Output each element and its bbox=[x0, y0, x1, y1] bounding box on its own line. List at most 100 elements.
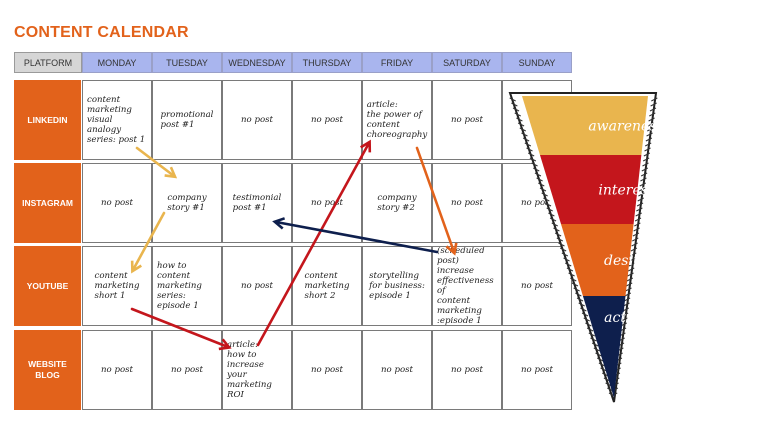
arrow-blog-to-linkedin bbox=[256, 139, 372, 347]
funnel-hatch-left bbox=[533, 167, 540, 172]
calendar-cell[interactable]: content marketing visual analogy series:… bbox=[82, 80, 152, 160]
funnel-hatch-left bbox=[566, 267, 574, 272]
cell-text: no post bbox=[521, 198, 553, 208]
funnel-hatch-right bbox=[623, 302, 630, 307]
calendar-cell[interactable]: no post bbox=[502, 330, 572, 410]
funnel-hatch-left bbox=[549, 217, 557, 222]
funnel-hatch-left bbox=[536, 177, 543, 182]
cell-text: content marketing visual analogy series:… bbox=[87, 95, 146, 145]
funnel-hatch-left bbox=[543, 197, 550, 202]
calendar-cell[interactable]: storytelling for business: episode 1 bbox=[362, 246, 432, 326]
funnel-hatch-right bbox=[646, 132, 653, 137]
arrow-linkedin-to-instagram bbox=[135, 146, 178, 179]
funnel-hatch-right bbox=[630, 247, 638, 252]
calendar-cell[interactable]: no post bbox=[292, 330, 362, 410]
cell-text: company story #2 bbox=[377, 193, 417, 213]
cell-text: article: the power of content choreograp… bbox=[366, 100, 428, 140]
platform-label-linkedin: LINKEDIN bbox=[14, 80, 81, 160]
funnel-hatch-right bbox=[651, 97, 658, 102]
funnel-hatch-right bbox=[638, 192, 645, 197]
platform-label-instagram: INSTAGRAM bbox=[14, 163, 81, 243]
funnel-hatch-left bbox=[548, 212, 555, 217]
cell-text: no post bbox=[311, 365, 343, 375]
funnel-hatch-left bbox=[586, 327, 594, 332]
calendar-cell[interactable]: company story #1 bbox=[152, 163, 222, 243]
cell-text: (scheduled post) increase effectiveness … bbox=[437, 246, 494, 326]
calendar-cell[interactable]: content marketing short 1 bbox=[82, 246, 152, 326]
funnel-hatch-left bbox=[529, 157, 537, 162]
funnel-hatch-right bbox=[627, 272, 634, 277]
calendar-cell[interactable]: content marketing short 2 bbox=[292, 246, 362, 326]
calendar-cell[interactable]: no post bbox=[362, 330, 432, 410]
calendar-cell[interactable]: no post bbox=[292, 80, 362, 160]
calendar-cell[interactable]: (scheduled post) increase effectiveness … bbox=[432, 246, 502, 326]
funnel-hatch-left bbox=[559, 247, 567, 252]
calendar-cell[interactable]: no post bbox=[222, 246, 292, 326]
header-platform: PLATFORM bbox=[14, 52, 82, 73]
cell-text: no post bbox=[451, 115, 483, 125]
calendar-cell[interactable]: no post bbox=[432, 163, 502, 243]
calendar-cell[interactable]: no post bbox=[152, 330, 222, 410]
header-day-sunday: SUNDAY bbox=[502, 52, 572, 73]
calendar-cell[interactable]: no post bbox=[82, 163, 152, 243]
funnel-hatch-right bbox=[630, 252, 637, 257]
funnel-hatch-right bbox=[642, 157, 650, 162]
calendar-cell[interactable]: no post bbox=[222, 80, 292, 160]
calendar-cell[interactable]: promotional post #1 bbox=[152, 80, 222, 160]
funnel-hatch-right bbox=[649, 107, 657, 112]
funnel-hatch-left bbox=[570, 277, 577, 282]
funnel-hatch-left bbox=[522, 137, 530, 142]
calendar-cell[interactable]: no post bbox=[502, 246, 572, 326]
cell-text: no post bbox=[311, 115, 343, 125]
funnel-stage-label: interest bbox=[598, 183, 654, 199]
funnel-hatch-right bbox=[647, 122, 655, 127]
funnel-hatch-right bbox=[635, 212, 642, 217]
funnel-hatch-left bbox=[551, 222, 558, 227]
funnel-hatch-left bbox=[573, 287, 580, 292]
cell-text: article: how to increase your marketing … bbox=[227, 340, 272, 400]
funnel-hatch-left bbox=[580, 307, 587, 312]
funnel-hatch-left bbox=[583, 317, 590, 322]
funnel-hatch-right bbox=[634, 217, 642, 222]
page-title: CONTENT CALENDAR bbox=[14, 24, 189, 41]
funnel-stage-desire bbox=[560, 224, 634, 296]
calendar-cell[interactable]: no post bbox=[432, 80, 502, 160]
funnel-hatch-left bbox=[546, 207, 553, 212]
funnel-hatch-left bbox=[544, 202, 552, 207]
header-day-saturday: SATURDAY bbox=[432, 52, 502, 73]
funnel-hatch-left bbox=[585, 322, 592, 327]
funnel-hatch-left bbox=[588, 332, 596, 337]
funnel-hatch-left bbox=[541, 192, 548, 197]
funnel-hatch-left bbox=[561, 252, 569, 257]
funnel-hatch-right bbox=[640, 177, 647, 182]
funnel-hatch-right bbox=[641, 167, 649, 172]
calendar-cell[interactable]: article: the power of content choreograp… bbox=[362, 80, 432, 160]
platform-label-website-blog: WEBSITE BLOG bbox=[14, 330, 81, 410]
funnel-hatch-right bbox=[636, 207, 643, 212]
funnel-hatch-right bbox=[634, 222, 641, 227]
arrow-linkedin-to-youtube-scheduled bbox=[415, 146, 458, 256]
cell-text: no post bbox=[451, 365, 483, 375]
calendar-cell[interactable]: how to content marketing series: episode… bbox=[152, 246, 222, 326]
header-day-thursday: THURSDAY bbox=[292, 52, 362, 73]
funnel-hatch-right bbox=[644, 147, 651, 152]
funnel-hatch-right bbox=[648, 117, 655, 122]
header-day-tuesday: TUESDAY bbox=[152, 52, 222, 73]
calendar-cell[interactable]: no post bbox=[432, 330, 502, 410]
funnel-hatch-right bbox=[640, 172, 648, 177]
funnel-hatch-right bbox=[649, 112, 656, 117]
cell-text: no post bbox=[241, 115, 273, 125]
funnel-hatch-left bbox=[563, 257, 570, 262]
cell-text: no post bbox=[101, 198, 133, 208]
funnel-hatch-right bbox=[632, 232, 640, 237]
calendar-cell[interactable]: company story #2 bbox=[362, 163, 432, 243]
funnel-hatch-left bbox=[591, 342, 599, 347]
cell-text: content marketing short 2 bbox=[304, 271, 350, 301]
calendar-cell[interactable]: testimonial post #1 bbox=[222, 163, 292, 243]
funnel-hatch-left bbox=[539, 187, 547, 192]
cell-text: no post bbox=[171, 365, 203, 375]
funnel-hatch-left bbox=[564, 262, 572, 267]
cell-text: promotional post #1 bbox=[160, 110, 214, 130]
calendar-cell[interactable]: no post bbox=[82, 330, 152, 410]
calendar-cell[interactable]: article: how to increase your marketing … bbox=[222, 330, 292, 410]
